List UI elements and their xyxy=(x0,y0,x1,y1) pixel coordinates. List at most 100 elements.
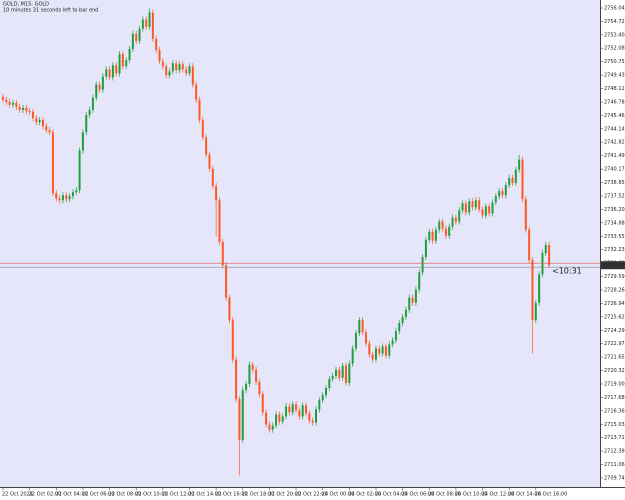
candle-body xyxy=(418,272,421,290)
candle-body xyxy=(221,241,224,266)
candle-body xyxy=(241,390,244,440)
candle-body xyxy=(398,323,401,332)
candle-body xyxy=(325,388,328,396)
candle-body xyxy=(21,107,24,110)
candle-body xyxy=(468,201,471,213)
candle-body xyxy=(135,33,138,41)
candle-body xyxy=(228,297,231,321)
candle-body xyxy=(45,126,48,131)
candle-body xyxy=(91,97,94,110)
candle-body xyxy=(248,364,251,384)
candle-body xyxy=(2,96,4,100)
y-tick-label: 2734.88 xyxy=(604,220,625,226)
candle-body xyxy=(498,191,501,197)
x-tick-label: 24 Oct 00:00 xyxy=(322,492,355,498)
candle-body xyxy=(388,344,391,356)
y-tick-label: 2722.97 xyxy=(604,341,625,347)
candle-body xyxy=(438,221,441,230)
candle-body xyxy=(451,217,454,227)
y-tick-label: 2753.40 xyxy=(604,32,625,38)
candle-body xyxy=(195,84,198,100)
candle-body xyxy=(285,406,288,417)
y-tick-label: 2726.94 xyxy=(604,301,625,307)
candle-body xyxy=(51,132,54,194)
candle-body xyxy=(168,71,171,76)
last-price-box xyxy=(601,261,625,270)
candle-body xyxy=(8,101,11,105)
candle-body xyxy=(235,359,238,400)
y-tick-label: 2729.59 xyxy=(604,274,625,280)
candle-body xyxy=(55,193,58,199)
candle-body xyxy=(411,297,414,303)
candle-body xyxy=(301,405,304,417)
candle-body xyxy=(148,12,151,27)
candle-body xyxy=(348,363,351,383)
candle-body xyxy=(208,154,211,169)
candle-body xyxy=(481,209,484,216)
candle-body xyxy=(544,244,547,254)
candle-body xyxy=(261,394,264,413)
candle-body xyxy=(394,331,397,341)
candle-body xyxy=(478,200,481,210)
candle-body xyxy=(434,229,437,241)
candle-body xyxy=(278,414,281,422)
candle-body xyxy=(75,190,78,193)
candle-body xyxy=(414,289,417,303)
candle-body xyxy=(191,66,194,85)
candle-body xyxy=(88,109,91,116)
candle-body xyxy=(218,200,221,242)
candle-body xyxy=(338,369,341,378)
candle-body xyxy=(165,66,168,76)
candle-body xyxy=(371,354,374,360)
x-tick-label: 22 Oct 14:00 xyxy=(188,492,221,498)
candle-body xyxy=(378,348,381,354)
candle-body xyxy=(488,206,491,214)
candle-body xyxy=(131,33,134,50)
candle-body xyxy=(41,120,44,127)
candle-body xyxy=(514,169,517,184)
candle-body xyxy=(534,302,537,321)
y-tick-label: 2741.49 xyxy=(604,153,625,159)
candle-body xyxy=(128,49,131,61)
y-tick-label: 2720.32 xyxy=(604,368,625,374)
y-tick-label: 2719.00 xyxy=(604,381,625,387)
candle-body xyxy=(78,150,81,191)
candle-body xyxy=(364,332,367,344)
candle-body xyxy=(421,257,424,273)
candle-body xyxy=(251,364,254,370)
candle-body xyxy=(458,210,461,222)
y-tick-label: 2749.43 xyxy=(604,73,625,79)
candle-body xyxy=(291,404,294,413)
candle-body xyxy=(138,28,141,41)
candle-body xyxy=(275,414,278,426)
y-tick-label: 2732.23 xyxy=(604,247,625,253)
candle-body xyxy=(548,244,551,266)
candle-body xyxy=(308,413,311,421)
chart-subtitle: 10 minutes 31 seconds left to bar end xyxy=(3,8,98,14)
y-tick-label: 2745.46 xyxy=(604,113,625,119)
x-tick-label: 24 Oct 12:00 xyxy=(482,492,515,498)
candle-body xyxy=(121,54,124,67)
candle-body xyxy=(95,84,98,98)
candle-body xyxy=(151,12,154,39)
candle-body xyxy=(81,132,84,151)
candle-body xyxy=(258,381,261,395)
candle-body xyxy=(408,297,411,310)
y-tick-label: 2756.04 xyxy=(604,6,625,12)
candle-body xyxy=(141,19,144,29)
x-tick-label: 24 Oct 04:00 xyxy=(375,492,408,498)
candle-body xyxy=(328,378,331,389)
candle-body xyxy=(448,226,451,236)
candle-body xyxy=(201,120,204,138)
candle-body xyxy=(158,50,161,62)
candle-body xyxy=(341,365,344,378)
candle-body xyxy=(454,217,457,222)
y-tick-label: 2721.65 xyxy=(604,355,625,361)
candle-body xyxy=(265,412,268,425)
candle-body xyxy=(528,229,531,261)
candle-body xyxy=(31,111,34,119)
last-price-label: 2730.70 xyxy=(603,263,624,269)
candle-body xyxy=(295,404,298,411)
x-tick-label: 22 Oct 18:00 xyxy=(242,492,275,498)
x-tick-label: 22 Oct 20:00 xyxy=(268,492,301,498)
